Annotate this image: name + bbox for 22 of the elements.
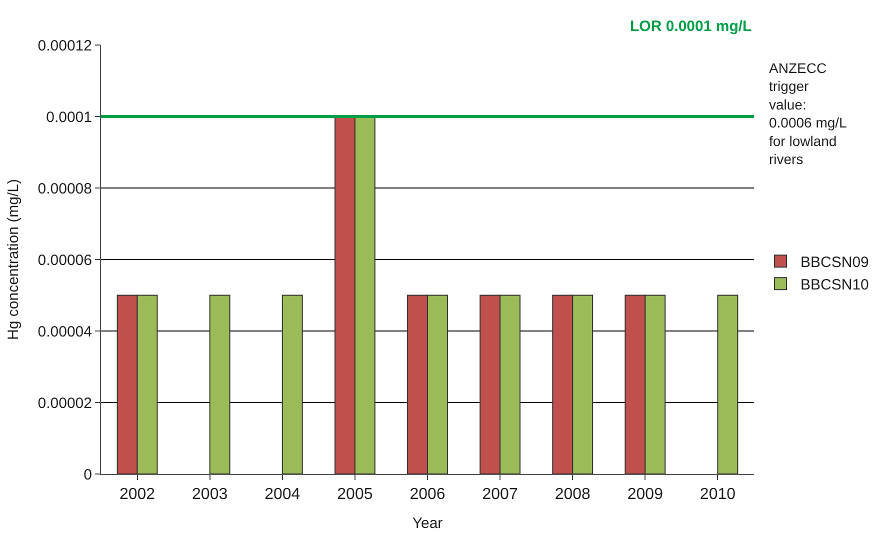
y-tick-label: 0.0001 — [46, 108, 92, 126]
x-axis-title: Year — [412, 515, 443, 532]
y-tick-label: 0.00012 — [38, 37, 92, 54]
x-tick-label: 2008 — [554, 486, 591, 504]
ref-line-label: LOR 0.0001 mg/L — [630, 18, 752, 35]
y-tick-label: 0.00004 — [38, 323, 92, 340]
x-tick-label: 2004 — [264, 486, 300, 504]
text: ANZECC trigger value: 0.0006 mg/L for lowland rivers — [769, 60, 848, 167]
x-tick-label: 2005 — [337, 486, 373, 504]
x-tick-label: 2010 — [700, 486, 736, 504]
y-tick-label: 0.00008 — [38, 180, 92, 198]
legend-label: BBCSN10 — [800, 276, 869, 294]
y-tick-label: 0.00002 — [38, 394, 92, 412]
x-tick-label: 2002 — [119, 486, 156, 504]
x-tick-label: 2006 — [410, 486, 446, 504]
legend-label: BBCSN09 — [800, 254, 869, 271]
y-tick-label: 0.00006 — [38, 252, 92, 269]
y-tick-label: 0 — [84, 466, 92, 484]
x-tick-label: 2007 — [482, 486, 518, 504]
y-axis-title: Hg concentration (mg/L) — [5, 179, 22, 340]
x-tick-label: 2009 — [627, 486, 664, 504]
x-tick-label: 2003 — [192, 486, 228, 504]
